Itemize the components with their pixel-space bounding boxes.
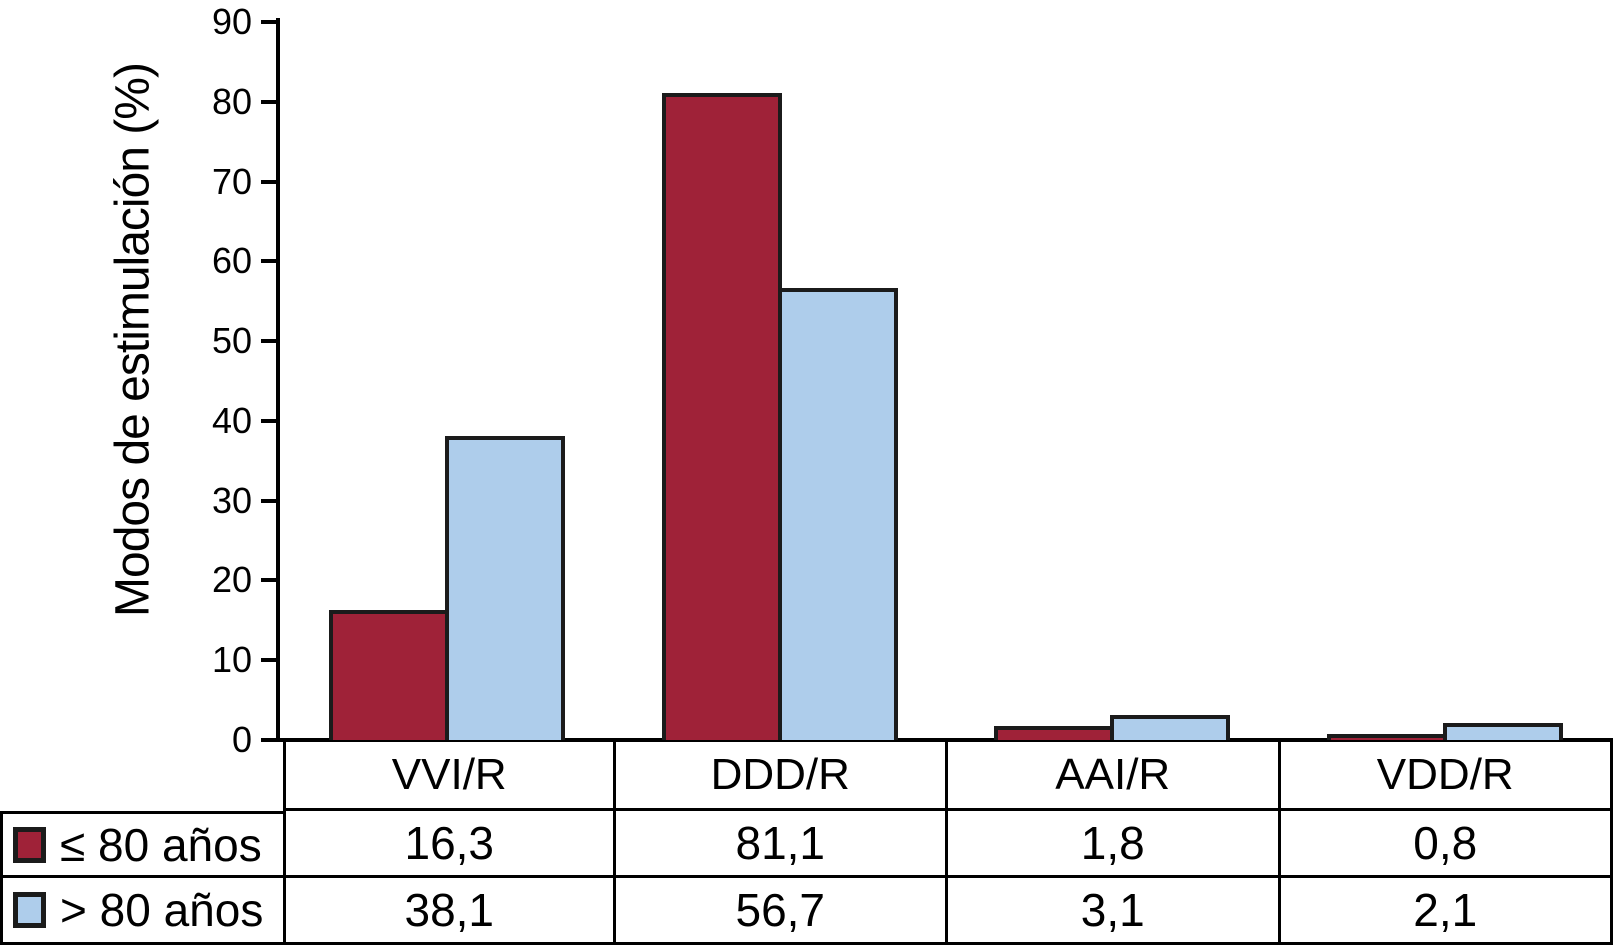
legend-row-le-80-anos: ≤ 80 años (0, 811, 283, 878)
y-tick-label-20: 20 (211, 559, 252, 601)
y-tick-mark-60 (261, 259, 276, 264)
category-header-ddd-r: DDD/R (615, 742, 948, 811)
y-tick-label-60: 60 (211, 240, 252, 282)
legend-label-gt-80-anos: > 80 años (60, 884, 264, 936)
y-tick-label-10: 10 (211, 639, 252, 681)
y-axis-line (276, 18, 280, 742)
bar-vvi-r-80-a-os (445, 436, 566, 740)
y-tick-mark-50 (261, 339, 276, 344)
bar-aai-r-80-a-os (994, 725, 1115, 740)
y-tick-mark-90 (261, 20, 276, 24)
legend-row-gt-80-anos: > 80 años (0, 878, 283, 945)
bar-ddd-r-80-a-os (661, 93, 782, 740)
y-tick-label-30: 30 (211, 479, 252, 521)
bar-ddd-r-80-a-os (777, 287, 898, 740)
bar-vvi-r-80-a-os (329, 609, 450, 740)
value-cell-s1-vvi-r: 38,1 (283, 878, 616, 945)
y-tick-mark-10 (261, 658, 276, 663)
y-tick-mark-80 (261, 99, 276, 104)
bar-vdd-r-80-a-os (1442, 723, 1563, 740)
category-header-vdd-r: VDD/R (1280, 742, 1613, 811)
legend-label-le-80-anos: ≤ 80 años (60, 818, 262, 871)
bar-aai-r-80-a-os (1110, 715, 1231, 740)
bar-vdd-r-80-a-os (1326, 733, 1447, 740)
value-cell-s1-aai-r: 3,1 (948, 878, 1281, 945)
y-tick-label-80: 80 (211, 80, 252, 122)
value-cell-s1-ddd-r: 56,7 (615, 878, 948, 945)
y-tick-label-70: 70 (211, 160, 252, 202)
y-tick-label-50: 50 (211, 320, 252, 362)
value-cell-s0-ddd-r: 81,1 (615, 811, 948, 878)
value-cell-s1-vdd-r: 2,1 (1280, 878, 1613, 945)
y-tick-mark-30 (261, 498, 276, 503)
y-tick-label-40: 40 (211, 399, 252, 441)
value-cell-s0-aai-r: 1,8 (948, 811, 1281, 878)
y-tick-mark-0 (261, 738, 276, 742)
y-tick-mark-40 (261, 418, 276, 423)
value-cell-s0-vdd-r: 0,8 (1280, 811, 1613, 878)
legend-swatch-gt-80-anos (13, 892, 46, 928)
value-cell-s0-vvi-r: 16,3 (283, 811, 616, 878)
table-corner-empty (0, 742, 283, 811)
y-tick-label-0: 0 (231, 719, 252, 760)
category-header-vvi-r: VVI/R (283, 742, 616, 811)
y-tick-label-90: 90 (211, 1, 252, 42)
y-tick-mark-70 (261, 179, 276, 184)
y-tick-mark-20 (261, 578, 276, 583)
data-table: VVI/R DDD/R AAI/R VDD/R ≤ 80 años 16,3 8… (0, 742, 1613, 945)
x-axis-baseline (276, 738, 1613, 742)
category-header-aai-r: AAI/R (948, 742, 1281, 811)
legend-swatch-le-80-anos (13, 826, 46, 863)
